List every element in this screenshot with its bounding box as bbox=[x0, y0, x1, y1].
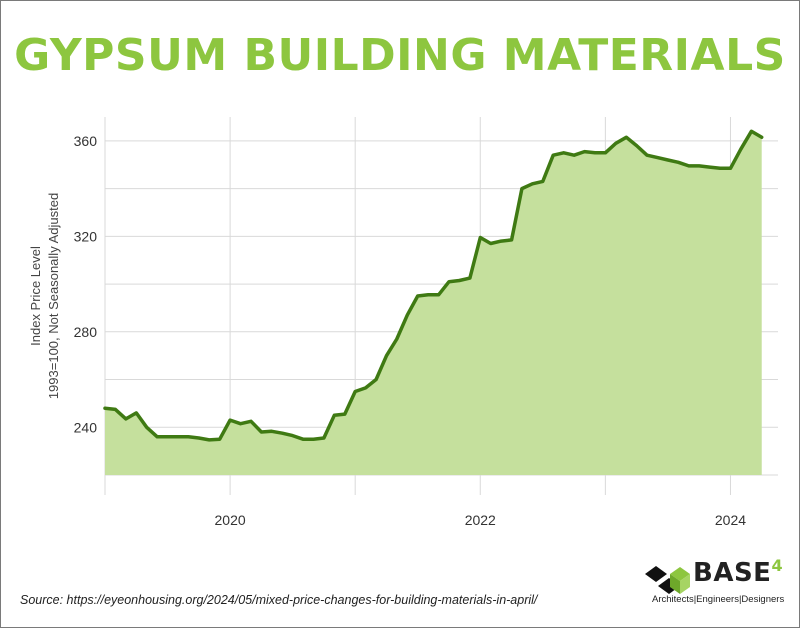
y-axis-label: 1993=100, Not Seasonally Adjusted bbox=[46, 193, 61, 399]
y-tick-label: 280 bbox=[74, 324, 98, 340]
series-area-fill bbox=[105, 131, 762, 476]
y-tick-label: 320 bbox=[74, 228, 98, 244]
y-tick-label: 240 bbox=[74, 419, 98, 435]
x-tick-label: 2020 bbox=[215, 512, 246, 528]
series-line bbox=[103, 129, 764, 442]
base4-logo-icon bbox=[645, 566, 690, 594]
logo-wordmark: BASE4 bbox=[693, 556, 784, 588]
logo-tagline: Architects|Engineers|Designers bbox=[652, 594, 785, 605]
chart-title: GYPSUM BUILDING MATERIALS bbox=[14, 30, 786, 81]
x-tick-label: 2024 bbox=[715, 512, 746, 528]
source-note: Source: https://eyeonhousing.org/2024/05… bbox=[20, 593, 538, 607]
x-tick-label: 2022 bbox=[465, 512, 496, 528]
y-axis-label: Index Price Level bbox=[28, 246, 43, 346]
y-tick-label: 360 bbox=[74, 133, 98, 149]
